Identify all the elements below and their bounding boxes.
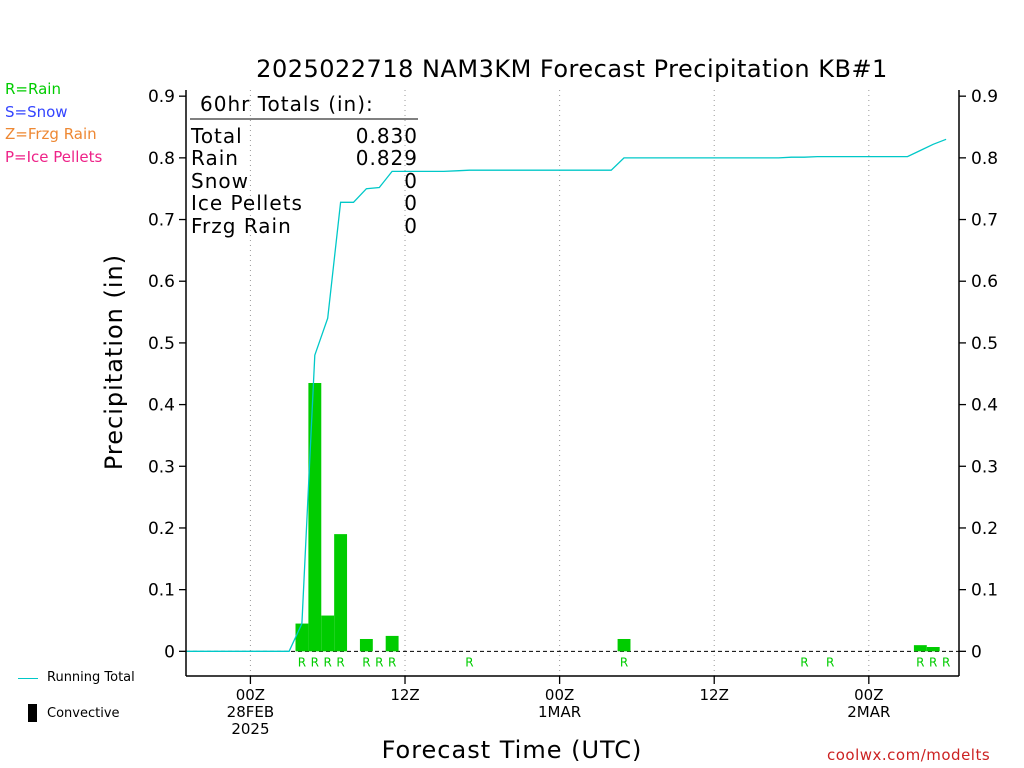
x-tick-label: 00Z — [545, 686, 574, 704]
precip-bar — [295, 623, 309, 652]
grid-layer — [186, 90, 959, 676]
y-tick-label-left: 0.4 — [148, 396, 175, 416]
credit-text: coolwx.com/modelts — [827, 746, 991, 764]
legend-snow: S=Snow — [5, 103, 68, 121]
ptype-marker: R — [826, 655, 834, 669]
totals-ice-pellets-value: 0 — [404, 191, 418, 215]
y-tick-label-right: 0.8 — [971, 149, 998, 169]
x-tick-label: 00Z — [854, 686, 883, 704]
y-tick-label-left: 0 — [164, 642, 175, 662]
precip-bar — [913, 645, 927, 652]
totals-frzg-rain-value: 0 — [404, 214, 418, 238]
totals-ice-pellets-label: Ice Pellets — [191, 191, 303, 215]
y-tick-label-right: 0.7 — [971, 211, 998, 231]
y-tick-label-right: 0 — [971, 642, 982, 662]
y-tick-label-right: 0.4 — [971, 396, 998, 416]
precip-bar — [334, 534, 348, 652]
y-tick-label-left: 0.2 — [148, 519, 175, 539]
x-tick-label: 2MAR — [847, 703, 890, 721]
running-total-line-swatch — [18, 678, 38, 679]
ptype-marker: R — [324, 655, 332, 669]
y-tick-label-right: 0.3 — [971, 457, 998, 477]
x-tick-label: 00Z — [236, 686, 265, 704]
axes-layer — [185, 90, 960, 677]
precip-bar — [308, 383, 322, 652]
y-tick-label-left: 0.8 — [148, 149, 175, 169]
y-tick-label-left: 0.5 — [148, 334, 175, 354]
convective-swatch — [28, 704, 37, 722]
totals-frzg-rain-label: Frzg Rain — [191, 214, 292, 238]
ptype-marker: R — [620, 655, 628, 669]
y-tick-label-right: 0.2 — [971, 519, 998, 539]
running-total-line — [186, 138, 947, 652]
x-tick-label: 12Z — [390, 686, 419, 704]
y-tick-label-right: 0.6 — [971, 272, 998, 292]
precip-bar — [385, 635, 399, 652]
y-tick-label-left: 0.3 — [148, 457, 175, 477]
y-tick-label-left: 0.6 — [148, 272, 175, 292]
x-tick-label: 12Z — [700, 686, 729, 704]
ptype-marker: R — [311, 655, 319, 669]
legend-rain: R=Rain — [5, 80, 61, 98]
y-axis-label: Precipitation (in) — [100, 254, 128, 470]
x-tick-label: 28FEB — [227, 703, 274, 721]
precip-bar — [926, 647, 940, 652]
totals-total-value: 0.830 — [356, 124, 418, 148]
totals-rain-label: Rain — [191, 146, 239, 170]
precip-bar — [617, 638, 631, 652]
ptype-marker: R — [916, 655, 924, 669]
y-tick-label-left: 0.7 — [148, 211, 175, 231]
ptype-marker: R — [336, 655, 344, 669]
legend-ice-pellets: P=Ice Pellets — [5, 148, 103, 166]
y-tick-label-right: 0.1 — [971, 581, 998, 601]
ptype-marker: R — [298, 655, 306, 669]
ptype-marker: R — [388, 655, 396, 669]
y-tick-label-left: 0.1 — [148, 581, 175, 601]
x-axis-label: Forecast Time (UTC) — [382, 736, 643, 764]
ptype-marker: R — [800, 655, 808, 669]
totals-rain-value: 0.829 — [356, 146, 418, 170]
convective-label: Convective — [47, 706, 120, 721]
precip-bar — [321, 615, 335, 652]
chart-title: 2025022718 NAM3KM Forecast Precipitation… — [256, 55, 888, 83]
y-tick-label-right: 0.5 — [971, 334, 998, 354]
ptype-marker: R — [942, 655, 950, 669]
x-tick-label: 2025 — [231, 720, 269, 738]
precip-bar — [359, 638, 373, 652]
totals-snow-value: 0 — [404, 169, 418, 193]
ticks-layer: 0 00.1 0.10.2 0.20.3 0.30.4 0.40.5 0.50.6 0.60.… — [148, 87, 998, 738]
ptype-marker: R — [465, 655, 473, 669]
ptype-marker: R — [375, 655, 383, 669]
running-total-label: Running Total — [47, 670, 135, 685]
y-tick-label-left: 0.9 — [148, 87, 175, 107]
bars-layer — [295, 383, 940, 652]
ptype-marker: R — [929, 655, 937, 669]
legend-freezing-rain: Z=Frzg Rain — [5, 125, 97, 143]
ptype-marker: R — [362, 655, 370, 669]
y-tick-label-right: 0.9 — [971, 87, 998, 107]
running-total-layer — [186, 138, 947, 652]
totals-snow-label: Snow — [191, 169, 249, 193]
x-tick-label: 1MAR — [538, 703, 581, 721]
totals-total-label: Total — [190, 124, 243, 148]
totals-box: 60hr Totals (in): Total 0.830 Rain 0.829… — [190, 92, 418, 238]
totals-header: 60hr Totals (in): — [200, 92, 374, 116]
